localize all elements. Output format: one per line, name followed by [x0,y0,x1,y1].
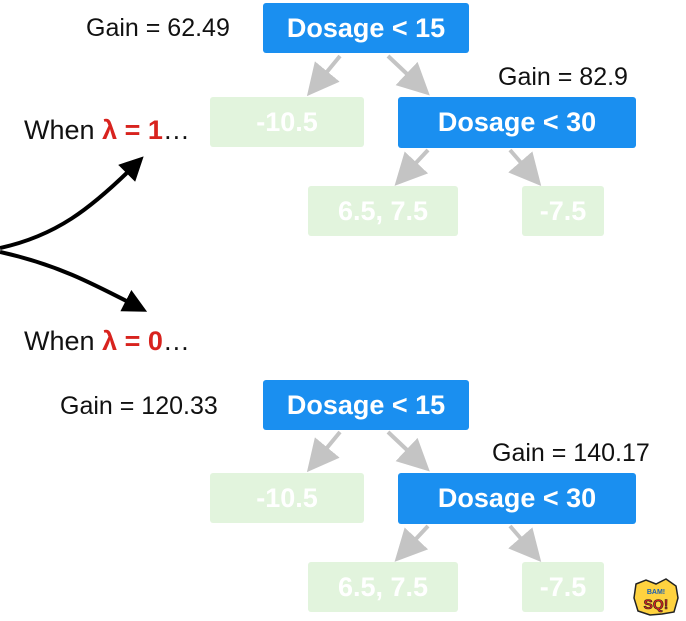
edge [386,54,430,96]
tree1-root-gain: Gain = 62.49 [86,14,230,42]
lambda-symbol: λ [102,115,118,145]
edge [508,148,542,187]
bam-logo: BAM! SQ! [633,578,679,616]
tree2-right-node: Dosage < 30 [398,473,636,524]
edge [386,430,430,472]
edge [508,524,542,563]
tree2-root-node: Dosage < 15 [263,380,469,430]
tree1-lambda-caption: When λ = 1… [24,115,190,146]
edge [306,54,342,97]
tree1-leaf-left: -10.5 [210,97,364,147]
logo-text: BAM! [647,589,665,596]
fork-arrow-up [0,156,144,250]
tree2-root-gain: Gain = 120.33 [60,392,218,420]
lambda-value: = 1 [117,115,163,145]
tree2-lambda-caption: When λ = 0… [24,326,190,357]
fork-arrow-down [0,250,148,312]
svg-text:SQ!: SQ! [644,596,669,612]
tree1-right-gain: Gain = 82.9 [498,63,628,91]
edge [394,148,430,186]
tree2-leaf-left: -10.5 [210,473,364,523]
lambda-symbol: λ [102,326,118,356]
tree2-leaf-mid: 6.5, 7.5 [308,562,458,612]
tree2-right-gain: Gain = 140.17 [492,439,650,467]
lambda-value: = 0 [117,326,163,356]
edge [306,430,342,473]
caption-when: When [24,326,95,356]
tree1-leaf-right: -7.5 [522,186,604,236]
caption-ellipsis: … [162,326,190,356]
caption-ellipsis: … [162,115,190,145]
caption-when: When [24,115,95,145]
edge [394,524,430,562]
tree1-leaf-mid: 6.5, 7.5 [308,186,458,236]
tree1-right-node: Dosage < 30 [398,97,636,148]
tree1-root-node: Dosage < 15 [263,3,469,53]
tree2-leaf-right: -7.5 [522,562,604,612]
